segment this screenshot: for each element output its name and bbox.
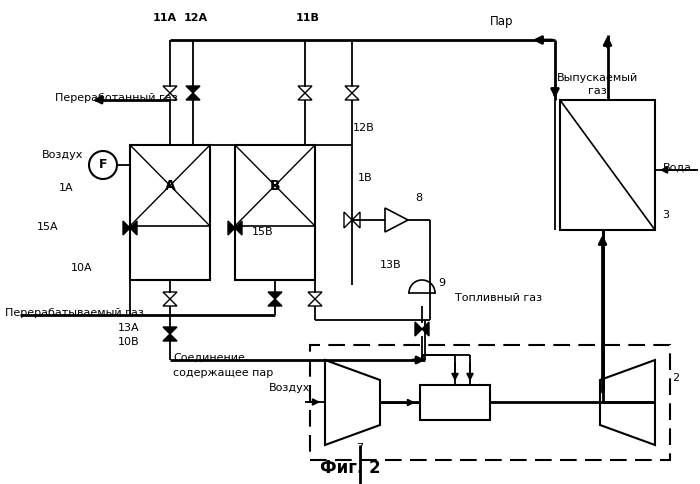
Text: Перерабатываемый газ: Перерабатываемый газ — [5, 308, 144, 318]
Polygon shape — [163, 93, 177, 100]
Text: 1А: 1А — [58, 183, 73, 193]
Bar — [130, 145, 210, 226]
Polygon shape — [298, 93, 312, 100]
Polygon shape — [308, 292, 322, 299]
Text: 15В: 15В — [252, 227, 274, 237]
Text: 13В: 13В — [380, 260, 402, 270]
Text: содержащее пар: содержащее пар — [173, 368, 273, 378]
Text: B: B — [270, 179, 280, 193]
Text: 2: 2 — [672, 373, 679, 383]
Polygon shape — [268, 299, 282, 306]
Text: 3: 3 — [662, 210, 669, 220]
Text: Воздух: Воздух — [42, 150, 83, 160]
Text: 10А: 10А — [71, 263, 92, 273]
Text: 11В: 11В — [296, 13, 320, 23]
Text: 15А: 15А — [36, 222, 58, 232]
Polygon shape — [186, 93, 200, 100]
Polygon shape — [352, 212, 360, 228]
Polygon shape — [130, 221, 137, 235]
Text: Пар: Пар — [490, 15, 514, 29]
Polygon shape — [163, 292, 177, 299]
Circle shape — [89, 151, 117, 179]
Text: 9: 9 — [438, 278, 445, 288]
Text: Топливный газ: Топливный газ — [455, 293, 542, 303]
Polygon shape — [308, 299, 322, 306]
Polygon shape — [123, 221, 130, 235]
Bar — [235, 145, 315, 280]
Bar — [130, 145, 210, 280]
Polygon shape — [163, 327, 177, 334]
Polygon shape — [268, 292, 282, 299]
Polygon shape — [344, 212, 352, 228]
Polygon shape — [385, 208, 408, 232]
Text: Выпускаемый: Выпускаемый — [556, 73, 638, 83]
Text: 10В: 10В — [118, 337, 139, 347]
Text: Соединение,: Соединение, — [173, 353, 248, 363]
Polygon shape — [298, 86, 312, 93]
Polygon shape — [186, 86, 200, 93]
Text: A: A — [164, 179, 176, 193]
Text: Фиг. 2: Фиг. 2 — [320, 459, 380, 477]
Polygon shape — [415, 322, 422, 336]
Polygon shape — [422, 322, 429, 336]
Text: 1В: 1В — [358, 173, 372, 183]
Polygon shape — [235, 221, 242, 235]
Text: 7: 7 — [356, 443, 363, 453]
Text: 13А: 13А — [118, 323, 139, 333]
Polygon shape — [345, 86, 359, 93]
Polygon shape — [228, 221, 235, 235]
Text: 12А: 12А — [184, 13, 208, 23]
Text: 12В: 12В — [353, 123, 375, 133]
Polygon shape — [163, 299, 177, 306]
Text: F: F — [99, 158, 107, 171]
Polygon shape — [163, 334, 177, 341]
Text: Переработанный газ: Переработанный газ — [55, 93, 178, 103]
Polygon shape — [325, 360, 380, 445]
Text: 8: 8 — [415, 193, 422, 203]
Text: газ: газ — [587, 86, 606, 96]
Bar — [560, 100, 655, 230]
Text: 11А: 11А — [153, 13, 177, 23]
Text: Воздух: Воздух — [270, 383, 311, 393]
Polygon shape — [600, 360, 655, 445]
Polygon shape — [163, 86, 177, 93]
Polygon shape — [345, 93, 359, 100]
Text: Вода: Вода — [663, 163, 692, 173]
Bar — [310, 345, 670, 460]
Bar — [420, 385, 490, 420]
Bar — [235, 145, 315, 226]
